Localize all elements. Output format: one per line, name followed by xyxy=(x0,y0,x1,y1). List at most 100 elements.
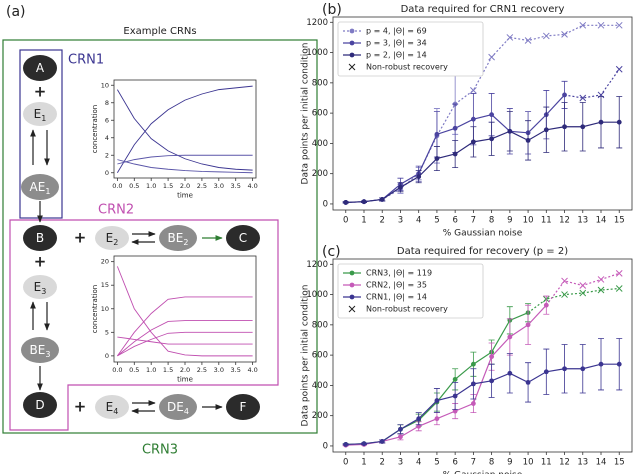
node-name: F xyxy=(240,400,247,414)
point-marker xyxy=(507,370,513,376)
series-group xyxy=(116,266,253,357)
point-marker xyxy=(543,302,549,308)
point-marker xyxy=(525,137,531,143)
x-tick-label: 1 xyxy=(361,457,366,467)
node-label: C xyxy=(239,231,247,245)
node xyxy=(95,395,129,419)
y-tick-label: 1200 xyxy=(306,18,328,28)
point-marker xyxy=(416,174,422,180)
x-tick-label: 1.0 xyxy=(146,366,156,374)
point-marker xyxy=(470,139,476,145)
point-marker xyxy=(452,151,458,157)
x-tick-label: 9 xyxy=(507,457,512,467)
legend-label: CRN2, |Θ| = 35 xyxy=(366,281,427,290)
point-marker xyxy=(452,125,458,131)
point-marker xyxy=(525,322,531,328)
x-tick-label: 2.5 xyxy=(197,182,207,190)
x-tick-label: 1 xyxy=(361,215,366,225)
point-marker xyxy=(379,197,385,202)
point-marker xyxy=(470,361,476,367)
legend-label: p = 2, |Θ| = 14 xyxy=(366,51,427,60)
point-marker xyxy=(343,442,349,447)
point-marker xyxy=(434,156,440,161)
y-tick-label: 10 xyxy=(101,305,109,313)
series-line xyxy=(345,121,620,204)
node-name: DE xyxy=(167,400,184,414)
y-tick-label: 0 xyxy=(105,169,109,177)
group-label: CRN1 xyxy=(68,53,104,68)
series-line xyxy=(117,296,253,357)
series-line xyxy=(345,363,620,446)
x-tick-label: 13 xyxy=(577,215,588,225)
chart-title: Data required for recovery (p = 2) xyxy=(397,246,568,257)
panel-label: (a) xyxy=(6,4,26,20)
legend-box xyxy=(337,21,484,77)
x-tick-label: 1.5 xyxy=(163,182,173,190)
x-tick-label: 4.0 xyxy=(247,366,257,374)
arrows xyxy=(30,129,223,414)
point-marker xyxy=(489,378,495,384)
y-tick-label: 400 xyxy=(312,139,328,149)
x-tick-label: 14 xyxy=(596,215,607,225)
legend-box xyxy=(337,263,484,319)
node-label: F xyxy=(240,400,247,414)
x-tick-label: 8 xyxy=(489,457,494,467)
node-subscript: 4 xyxy=(113,407,118,416)
legend-label: p = 3, |Θ| = 34 xyxy=(366,39,427,48)
point-marker xyxy=(452,393,458,399)
point-marker xyxy=(434,131,440,137)
legend-marker xyxy=(348,63,356,71)
nonrobust-marker xyxy=(615,21,623,29)
point-marker xyxy=(361,441,367,447)
series-line xyxy=(116,89,253,171)
plus-sign: + xyxy=(74,229,87,247)
series-line xyxy=(117,320,253,357)
group-label: CRN2 xyxy=(98,203,134,218)
y-tick-label: 800 xyxy=(312,320,328,330)
series-line xyxy=(117,154,253,165)
x-tick-label: 8 xyxy=(489,215,494,225)
x-tick-label: 5 xyxy=(434,215,439,225)
node-label: A xyxy=(36,61,45,75)
y-axis-label: Data points per initial condition xyxy=(301,285,311,427)
nonrobust-marker xyxy=(579,94,587,102)
nonrobust-marker xyxy=(579,282,587,289)
node-name: BE xyxy=(168,231,184,245)
y-axis-label: concentration xyxy=(91,285,99,333)
nonrobust-marker xyxy=(615,65,623,73)
node-subscript: 4 xyxy=(184,407,189,416)
node-label: DE4 xyxy=(167,400,189,416)
point-marker xyxy=(452,376,458,382)
node xyxy=(226,225,260,251)
point-marker xyxy=(470,381,476,387)
legend-marker xyxy=(348,305,356,313)
y-tick-label: 4 xyxy=(105,134,109,142)
nonrobust-marker xyxy=(470,87,477,94)
node-label: E4 xyxy=(106,400,119,416)
x-tick-label: 1.0 xyxy=(146,182,156,190)
y-tick-label: 15 xyxy=(101,281,109,289)
node-subscript: 1 xyxy=(41,114,46,123)
legend-label: CRN3, |Θ| = 119 xyxy=(366,269,432,278)
node-subscript: 1 xyxy=(45,187,50,196)
x-tick-label: 7 xyxy=(471,457,476,467)
point-marker xyxy=(434,398,440,403)
node xyxy=(23,392,57,418)
node xyxy=(95,226,129,250)
series-line xyxy=(117,159,253,174)
y-tick-label: 2 xyxy=(105,151,109,159)
point-marker xyxy=(562,366,567,372)
point-marker xyxy=(543,127,549,133)
point-marker xyxy=(507,128,513,134)
nonrobust-marker xyxy=(597,91,605,99)
node-name: E xyxy=(106,231,114,245)
x-tick-label: 6 xyxy=(452,215,457,225)
y-tick-label: 600 xyxy=(312,351,328,361)
x-tick-label: 3.0 xyxy=(214,366,224,374)
node-subscript: 2 xyxy=(113,238,118,247)
y-tick-label: 0 xyxy=(323,441,328,451)
x-tick-label: 0.5 xyxy=(129,366,139,374)
group-label: CRN3 xyxy=(142,443,178,458)
node xyxy=(21,174,59,200)
